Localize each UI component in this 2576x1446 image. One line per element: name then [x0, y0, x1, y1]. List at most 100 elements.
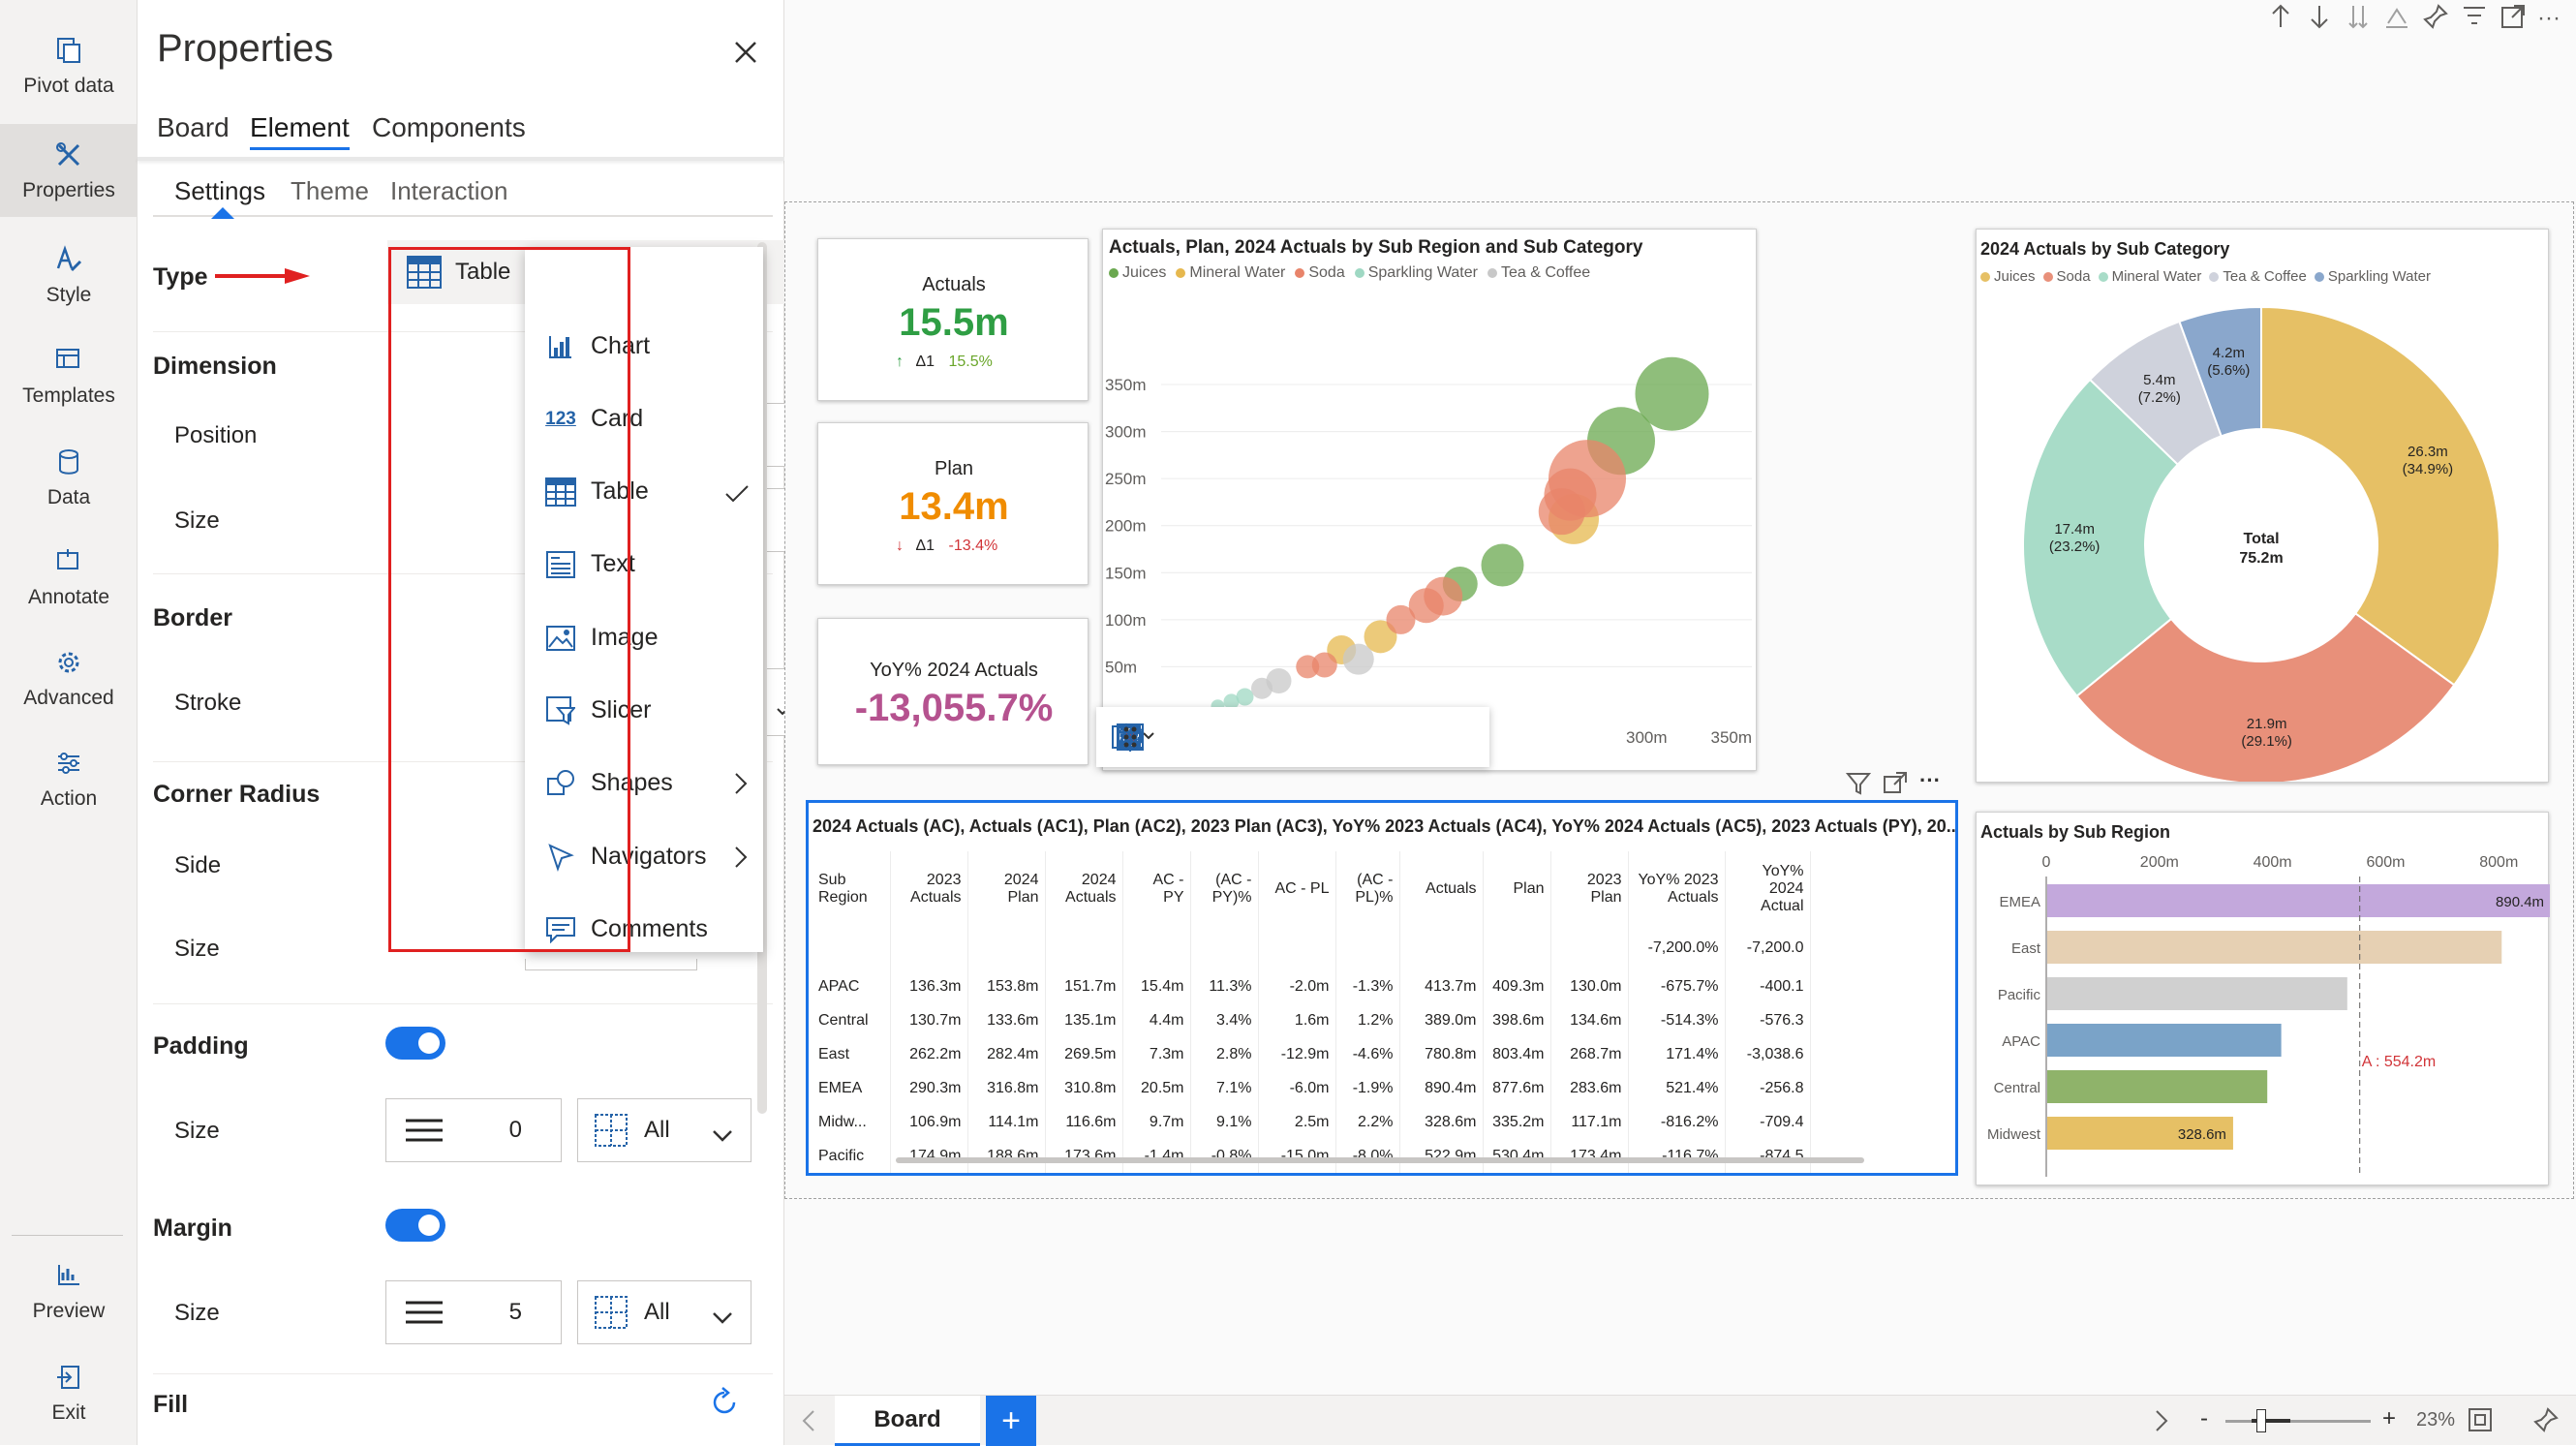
filter-icon[interactable]: [2460, 2, 2489, 36]
legend-item[interactable]: Tea & Coffee: [2209, 268, 2307, 285]
bar[interactable]: [2047, 977, 2347, 1010]
tab-components[interactable]: Components: [372, 112, 526, 142]
bubble-point[interactable]: [1364, 620, 1397, 654]
column-header[interactable]: 2024 Plan: [967, 851, 1046, 927]
column-header[interactable]: (AC - PY)%: [1190, 851, 1259, 927]
expand-icon[interactable]: [2499, 2, 2528, 36]
legend-item[interactable]: Soda: [1295, 264, 1345, 282]
nav-data[interactable]: Data: [0, 431, 138, 524]
table-element[interactable]: 2024 Actuals (AC), Actuals (AC1), Plan (…: [806, 800, 1958, 1176]
bubble-point[interactable]: [1223, 693, 1240, 710]
column-header[interactable]: YoY% 2024 Actual: [1725, 851, 1811, 927]
bubble-point[interactable]: [1296, 655, 1320, 679]
menu-item-slicer[interactable]: Slicer: [525, 674, 763, 747]
zoom-in-button[interactable]: +: [2382, 1405, 2397, 1431]
padding-size-input[interactable]: 0: [385, 1098, 562, 1162]
tab-element[interactable]: Element: [250, 112, 350, 150]
chevron-left-icon[interactable]: [802, 1409, 815, 1437]
menu-item-chart[interactable]: Chart: [525, 310, 763, 383]
table-row[interactable]: East 262.2m 282.4m 269.5m 7.3m 2.8% -12.9m -4.6…: [813, 1037, 1811, 1071]
reset-icon[interactable]: [709, 1387, 740, 1418]
kpi-card-plan[interactable]: Plan 13.4m ↓ Δ1 -13.4%: [817, 422, 1089, 585]
column-header[interactable]: AC - PY: [1122, 851, 1191, 927]
nav-exit[interactable]: Exit: [0, 1346, 138, 1439]
legend-item[interactable]: Mineral Water: [1176, 264, 1285, 282]
column-header[interactable]: Plan: [1483, 851, 1551, 927]
bubble-chart-card[interactable]: Actuals, Plan, 2024 Actuals by Sub Regio…: [1102, 229, 1757, 771]
column-header[interactable]: 2023 Plan: [1550, 851, 1629, 927]
bubble-point[interactable]: [1635, 356, 1709, 431]
table-row[interactable]: EMEA 290.3m 316.8m 310.8m 20.5m 7.1% -6.0m -1.9…: [813, 1071, 1811, 1105]
corner-size-input[interactable]: [525, 959, 697, 970]
legend-item[interactable]: Mineral Water: [2098, 268, 2201, 285]
donut-chart-card[interactable]: 2024 Actuals by Sub Category Juices Soda M…: [1976, 229, 2549, 783]
legend-item[interactable]: Sparkling Water: [1354, 264, 1478, 282]
add-page-button[interactable]: +: [986, 1396, 1036, 1446]
column-header[interactable]: Actuals: [1399, 851, 1484, 927]
donut-slice[interactable]: [2022, 378, 2180, 698]
zoom-slider-thumb[interactable]: [2256, 1409, 2266, 1432]
menu-item-navigators[interactable]: Navigators: [525, 820, 763, 893]
menu-item-table[interactable]: Table: [525, 455, 763, 528]
menu-item-card[interactable]: 123 Card: [525, 383, 763, 455]
donut-slice[interactable]: [2178, 305, 2262, 438]
margin-scope-select[interactable]: All: [577, 1280, 751, 1344]
nav-style[interactable]: Style: [0, 229, 138, 322]
column-header[interactable]: 2023 Actuals: [890, 851, 968, 927]
donut-slice[interactable]: [2260, 305, 2500, 687]
tab-board[interactable]: Board: [157, 112, 230, 142]
arrow-down-icon[interactable]: [2305, 2, 2334, 36]
padding-scope-select[interactable]: All: [577, 1098, 751, 1162]
table-row[interactable]: Central 130.7m 133.6m 135.1m 4.4m 3.4% 1.6m 1.2…: [813, 1003, 1811, 1037]
sort-icon[interactable]: [2344, 2, 2373, 36]
pin-icon[interactable]: [2421, 2, 2450, 36]
bar[interactable]: [2047, 884, 2550, 917]
nav-annotate[interactable]: Annotate: [0, 531, 138, 624]
arrow-up-icon[interactable]: [2266, 2, 2295, 36]
column-header[interactable]: 2024 Actuals: [1045, 851, 1123, 927]
kpi-card-actuals[interactable]: Actuals 15.5m ↑ Δ1 15.5%: [817, 238, 1089, 401]
nav-advanced[interactable]: Advanced: [0, 631, 138, 724]
pin-icon[interactable]: [2533, 1407, 2559, 1437]
fit-page-icon[interactable]: [2468, 1407, 2493, 1437]
bubble-point[interactable]: [1236, 688, 1254, 706]
bar[interactable]: [2047, 1024, 2282, 1057]
menu-item-text[interactable]: Text: [525, 528, 763, 600]
legend-item[interactable]: Soda: [2042, 268, 2091, 285]
bubble-point[interactable]: [1342, 643, 1374, 675]
legend-item[interactable]: Juices: [1980, 268, 2036, 285]
legend-item[interactable]: Juices: [1109, 264, 1166, 282]
margin-size-input[interactable]: 5: [385, 1280, 562, 1344]
focus-mode-icon[interactable]: [1883, 771, 1908, 800]
subtab-interaction[interactable]: Interaction: [390, 176, 508, 205]
bubble-point[interactable]: [1386, 604, 1416, 634]
nav-pivot-data[interactable]: Pivot data: [0, 19, 138, 112]
bar[interactable]: [2047, 931, 2502, 964]
table-hscrollbar[interactable]: [896, 1157, 1864, 1163]
close-icon[interactable]: [728, 35, 763, 70]
subtab-settings[interactable]: Settings: [174, 176, 265, 205]
table-row[interactable]: Pacific 174.9m 188.6m 173.6m -1.4m -0.8% -15.0…: [813, 1139, 1811, 1173]
nav-preview[interactable]: Preview: [0, 1245, 138, 1338]
nav-templates[interactable]: Templates: [0, 329, 138, 422]
subtab-theme[interactable]: Theme: [291, 176, 369, 205]
table-row[interactable]: Midw... 106.9m 114.1m 116.6m 9.7m 9.1% 2.5m 2.2…: [813, 1105, 1811, 1139]
menu-item-shapes[interactable]: Shapes: [525, 747, 763, 819]
legend-item[interactable]: Tea & Coffee: [1487, 264, 1590, 282]
chevron-right-icon[interactable]: [2155, 1409, 2168, 1437]
kpi-card-yoy[interactable]: YoY% 2024 Actuals -13,055.7%: [817, 618, 1089, 765]
drag-handle-icon[interactable]: [1104, 711, 1156, 763]
menu-item-comments[interactable]: Comments: [525, 893, 763, 966]
margin-toggle[interactable]: [385, 1209, 445, 1242]
column-header[interactable]: YoY% 2023 Actuals: [1628, 851, 1726, 927]
zoom-slider[interactable]: [2225, 1420, 2371, 1423]
bubble-point[interactable]: [1538, 488, 1585, 536]
table-row[interactable]: APAC 136.3m 153.8m 151.7m 15.4m 11.3% -2.0m -1.…: [813, 969, 1811, 1003]
bubble-point[interactable]: [1251, 677, 1273, 699]
nav-action[interactable]: Action: [0, 732, 138, 825]
bar[interactable]: [2047, 1117, 2233, 1150]
menu-item-image[interactable]: Image: [525, 601, 763, 674]
drill-up-icon[interactable]: [2382, 2, 2411, 36]
bubble-point[interactable]: [1408, 588, 1444, 624]
column-header[interactable]: Sub Region: [813, 851, 891, 927]
